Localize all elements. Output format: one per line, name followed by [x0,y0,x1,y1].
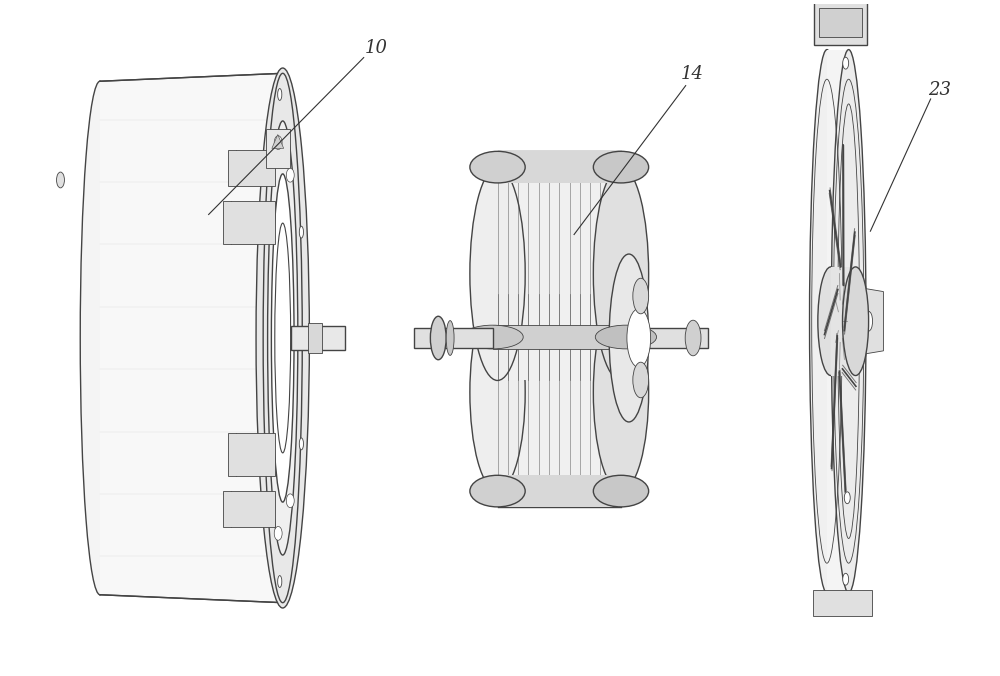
Polygon shape [266,128,290,168]
Ellipse shape [593,293,649,491]
Polygon shape [223,491,275,527]
Ellipse shape [843,267,869,376]
Polygon shape [814,0,867,45]
Ellipse shape [274,136,282,149]
Polygon shape [272,135,284,148]
Polygon shape [831,267,856,376]
Ellipse shape [843,573,849,585]
Ellipse shape [263,73,302,603]
Ellipse shape [274,527,282,540]
Ellipse shape [633,362,649,397]
Polygon shape [493,325,626,349]
Ellipse shape [470,167,525,381]
Ellipse shape [831,49,866,593]
Ellipse shape [810,49,844,593]
Ellipse shape [275,223,291,453]
Ellipse shape [593,151,649,183]
Ellipse shape [593,167,649,381]
Polygon shape [498,151,621,183]
Polygon shape [291,326,345,350]
Ellipse shape [268,121,298,555]
Ellipse shape [818,267,844,376]
Ellipse shape [843,57,849,69]
Ellipse shape [595,325,657,349]
Ellipse shape [470,475,525,507]
Ellipse shape [57,172,64,188]
Ellipse shape [609,254,649,422]
Ellipse shape [633,279,649,314]
Polygon shape [228,433,275,477]
Text: 14: 14 [681,66,704,83]
Polygon shape [308,322,322,354]
Ellipse shape [462,325,523,349]
Ellipse shape [844,492,850,504]
Polygon shape [649,328,708,348]
Polygon shape [414,328,493,348]
Polygon shape [498,475,621,507]
Ellipse shape [470,293,525,491]
Ellipse shape [593,475,649,507]
Ellipse shape [865,312,873,331]
Ellipse shape [299,226,303,238]
Polygon shape [100,73,283,603]
Polygon shape [498,293,621,491]
Ellipse shape [685,320,701,356]
Ellipse shape [278,89,282,101]
Polygon shape [854,287,883,356]
Polygon shape [228,150,275,186]
Polygon shape [827,49,849,593]
Ellipse shape [278,575,282,587]
Ellipse shape [627,309,651,367]
Text: 10: 10 [365,39,388,57]
Ellipse shape [271,174,294,502]
Ellipse shape [446,320,454,356]
Ellipse shape [286,494,294,508]
Polygon shape [819,8,862,37]
Ellipse shape [80,81,120,595]
Polygon shape [813,590,872,616]
Polygon shape [498,167,621,381]
Polygon shape [223,201,275,244]
Ellipse shape [256,68,309,608]
Ellipse shape [430,316,446,360]
Ellipse shape [299,438,303,450]
Ellipse shape [470,151,525,183]
Text: 23: 23 [928,80,951,99]
Ellipse shape [286,168,294,182]
